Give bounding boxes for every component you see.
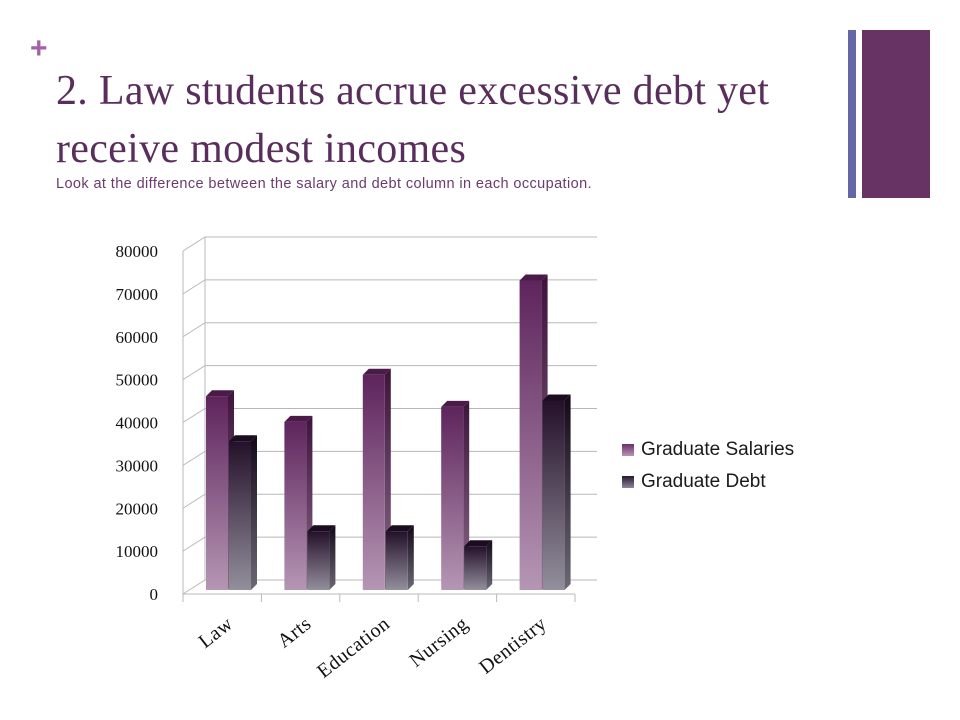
bar-side	[463, 400, 470, 590]
legend-item-debt: Graduate Debt	[622, 466, 794, 498]
bar-salary-law	[206, 396, 228, 590]
bar-debt-law	[229, 441, 251, 590]
legend-swatch-salaries	[622, 444, 634, 456]
chart-legend: Graduate Salaries Graduate Debt	[622, 434, 794, 498]
bar-salary-dentistry	[519, 280, 542, 590]
bar-debt-arts	[307, 531, 330, 590]
y-tick-label: 80000	[116, 242, 159, 261]
bar-debt-dentistry	[542, 400, 565, 590]
bar-top	[385, 525, 414, 532]
y-tick-label: 40000	[116, 414, 159, 433]
decorative-bar-thin	[848, 30, 856, 198]
y-tick-label: 30000	[116, 456, 159, 475]
bar-side	[329, 525, 336, 590]
bar-top	[464, 540, 493, 547]
y-tick-label: 10000	[116, 542, 159, 561]
bar-top	[441, 400, 470, 407]
bar-top	[206, 390, 234, 397]
bar-top	[542, 394, 571, 401]
bar-side	[251, 435, 257, 590]
bar-side	[486, 540, 493, 590]
x-tick-label: Arts	[273, 613, 315, 653]
bar-salary-nursing	[441, 406, 464, 590]
bar-top	[229, 435, 257, 442]
legend-swatch-debt	[622, 476, 634, 488]
bar-debt-nursing	[464, 546, 487, 590]
bar-salary-education	[362, 374, 385, 590]
bar-side	[407, 525, 414, 590]
legend-item-salaries: Graduate Salaries	[622, 434, 794, 466]
bar-top	[307, 525, 336, 532]
legend-label-debt: Graduate Debt	[641, 471, 766, 492]
y-tick-label: 70000	[116, 285, 159, 304]
decorative-bar-thick	[862, 30, 930, 198]
slide-title: 2. Law students accrue excessive debt ye…	[56, 68, 770, 172]
y-tick-label: 50000	[116, 371, 159, 390]
bar-salary-arts	[284, 421, 307, 590]
plus-icon: +	[30, 32, 48, 65]
bar-side	[564, 394, 571, 590]
gridline	[182, 236, 597, 252]
x-tick-label: Nursing	[405, 613, 472, 672]
bar-top	[519, 274, 548, 281]
x-tick-label: Dentistry	[475, 613, 551, 679]
bar-top	[284, 415, 313, 422]
bar-top	[362, 368, 391, 375]
y-tick-label: 20000	[116, 499, 159, 518]
x-tick-label: Education	[313, 613, 394, 683]
legend-label-salaries: Graduate Salaries	[641, 439, 795, 460]
bar-debt-education	[385, 531, 408, 590]
slide-subtitle: Look at the difference between the salar…	[56, 176, 592, 192]
x-tick-label: Law	[195, 613, 238, 653]
y-tick-label: 0	[150, 585, 159, 604]
y-tick-label: 60000	[116, 328, 159, 347]
